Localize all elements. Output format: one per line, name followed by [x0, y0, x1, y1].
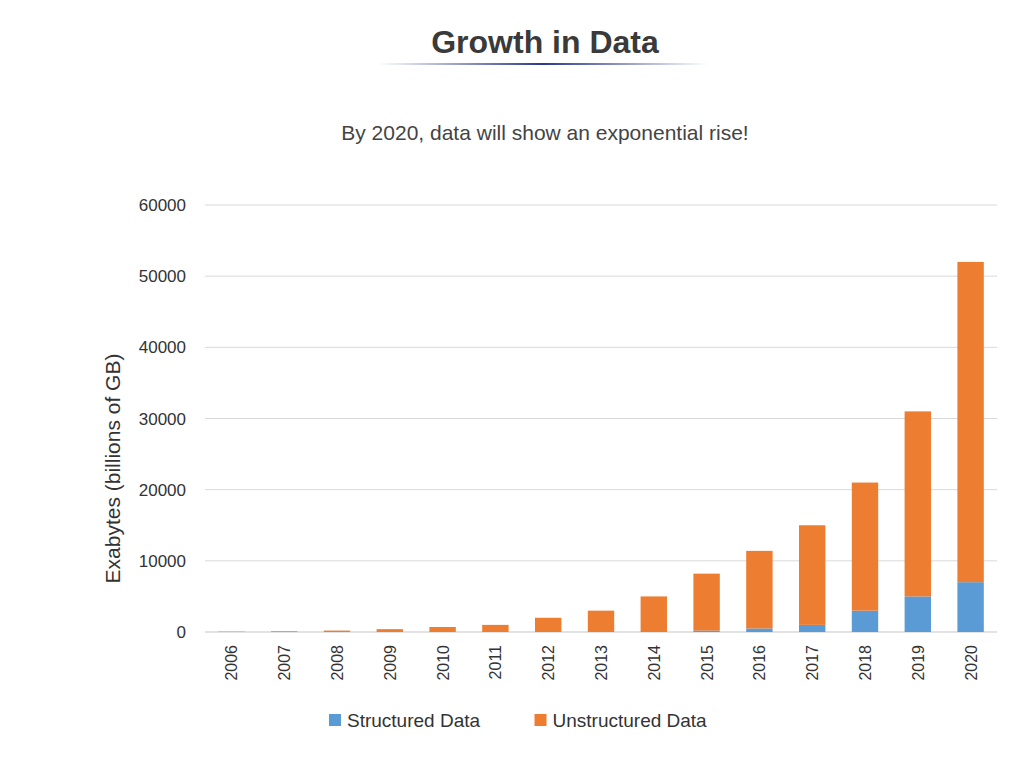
x-tick-label: 2008 [329, 645, 346, 681]
y-tick-label: 60000 [139, 196, 186, 215]
x-tick-label: 2012 [540, 645, 557, 681]
bar [271, 632, 297, 633]
bar [957, 262, 983, 582]
bar [377, 629, 403, 632]
bar [799, 525, 825, 625]
legend-swatch [329, 714, 341, 726]
bar [588, 611, 614, 632]
bar [271, 631, 297, 632]
bar [693, 631, 719, 632]
chart: Growth in Data By 2020, data will show an… [0, 0, 1017, 764]
bar [852, 611, 878, 632]
grid-line [205, 276, 997, 277]
y-tick-label: 50000 [139, 267, 186, 286]
bar [905, 411, 931, 596]
x-tick-label: 2019 [910, 645, 927, 681]
bar [218, 632, 244, 633]
title-underline [378, 63, 708, 65]
y-axis-label: Exabytes (billions of GB) [101, 354, 124, 584]
bar [957, 582, 983, 632]
bars [218, 262, 984, 632]
x-tick-label: 2009 [382, 645, 399, 681]
legend: Structured Data Unstructured Data [329, 710, 707, 731]
x-tick-label: 2010 [435, 645, 452, 681]
x-tick-label: 2006 [223, 645, 240, 681]
x-tick-label: 2017 [804, 645, 821, 681]
x-tick-label: 2015 [699, 645, 716, 681]
bar [324, 631, 350, 632]
grid-line [205, 205, 997, 206]
legend-label: Unstructured Data [553, 710, 708, 731]
bar [746, 551, 772, 629]
x-tick-label: 2013 [593, 645, 610, 681]
grid-line [205, 347, 997, 348]
x-tick-label: 2014 [646, 645, 663, 681]
x-tick-label: 2007 [276, 645, 293, 681]
bar [535, 618, 561, 632]
x-tick-label: 2020 [963, 645, 980, 681]
bar [693, 574, 719, 631]
bar [799, 625, 825, 632]
y-tick-label: 20000 [139, 481, 186, 500]
x-tick-label: 2011 [487, 645, 504, 680]
y-tick-label: 40000 [139, 338, 186, 357]
bar [746, 628, 772, 632]
bar [218, 631, 244, 632]
legend-swatch [535, 714, 547, 726]
bar [482, 625, 508, 632]
x-tick-label: 2018 [857, 645, 874, 681]
grid-line [205, 418, 997, 419]
title: Growth in Data [431, 24, 659, 60]
legend-label: Structured Data [347, 710, 480, 731]
grid [205, 205, 997, 632]
x-tick-label: 2016 [751, 645, 768, 681]
bar [429, 627, 455, 632]
y-tick-label: 0 [177, 623, 186, 642]
bar [905, 596, 931, 632]
bar [641, 596, 667, 632]
y-tick-label: 10000 [139, 552, 186, 571]
bar [852, 483, 878, 611]
subtitle: By 2020, data will show an exponential r… [341, 121, 748, 144]
bar [324, 632, 350, 633]
y-tick-label: 30000 [139, 410, 186, 429]
